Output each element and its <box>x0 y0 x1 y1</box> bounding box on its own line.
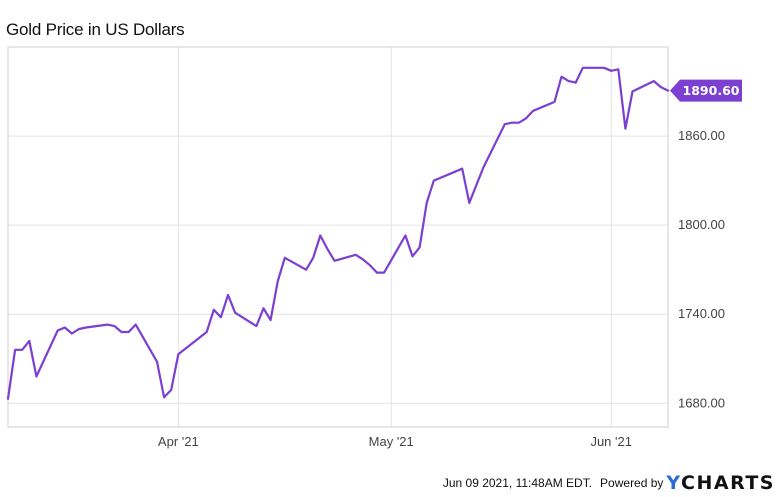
y-tick-label: 1740.00 <box>678 306 725 321</box>
last-value-marker: 1890.60 <box>670 79 742 102</box>
y-tick-label: 1860.00 <box>678 128 725 143</box>
x-tick-label: May '21 <box>369 434 414 449</box>
plot-frame <box>7 46 669 428</box>
x-tick-label: Apr '21 <box>158 434 199 449</box>
ycharts-logo-rest: CHARTS <box>681 472 775 494</box>
ycharts-logo[interactable]: YCHARTS <box>666 472 775 494</box>
footer-powered-by: Powered by <box>600 476 664 490</box>
y-axis-ticks: 1680.00 1740.00 1800.00 1860.00 <box>678 128 725 410</box>
x-tick-label: Jun '21 <box>590 434 632 449</box>
last-value-label: 1890.60 <box>683 83 740 98</box>
grid-lines <box>8 47 668 427</box>
y-tick-label: 1800.00 <box>678 217 725 232</box>
x-axis-ticks: Apr '21 May '21 Jun '21 <box>158 434 632 449</box>
gold-price-line <box>6 66 670 400</box>
y-tick-label: 1680.00 <box>678 395 725 410</box>
footer-timestamp: Jun 09 2021, 11:48AM EDT. <box>442 476 593 490</box>
chart-footer: Jun 09 2021, 11:48AM EDT. Powered by YCH… <box>443 472 775 494</box>
last-value-tag <box>670 79 742 102</box>
ycharts-logo-y: Y <box>666 472 682 494</box>
chart-title: Gold Price in US Dollars <box>6 20 185 39</box>
